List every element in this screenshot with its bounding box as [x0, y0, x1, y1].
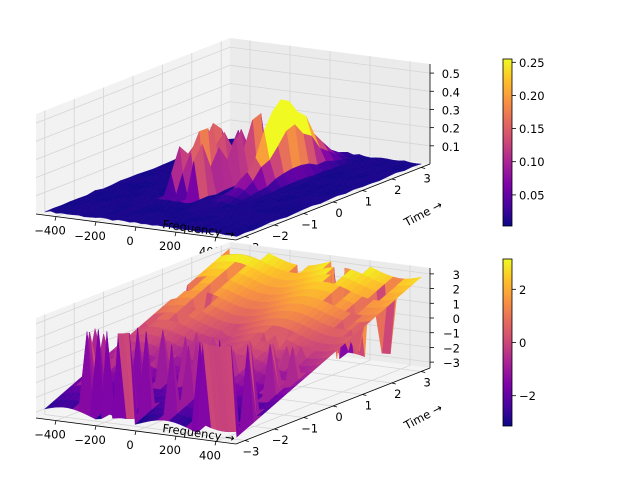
z-tick-label: 0.1: [442, 140, 460, 154]
angle-colorbar: −2 0 2: [502, 258, 536, 427]
z-tick-label: 0.5: [442, 67, 460, 81]
z-tick-label: 0.4: [442, 85, 460, 99]
time-tick-label: −2: [272, 433, 289, 447]
frequency-tick-mark: [94, 425, 97, 430]
time-tick-mark: [362, 190, 367, 192]
magnitude-colorbar-ticks: 0.05 0.10 0.15 0.20 0.25: [512, 56, 545, 202]
time-tick-mark: [303, 213, 308, 215]
grid-line: [215, 265, 411, 442]
time-tick-label: 0: [335, 206, 342, 220]
frequency-tick-mark: [54, 216, 57, 221]
grid-line: [35, 101, 431, 178]
frequency-tick-mark: [174, 232, 177, 237]
angle-frequency-ticks: −400 −200 0 200 400: [34, 420, 221, 462]
frequency-tick-label: −400: [34, 428, 66, 442]
colorbar-tick-label: −2: [519, 389, 536, 403]
frequency-tick-mark: [174, 436, 177, 441]
grid-line: [35, 46, 431, 124]
frequency-tick-label: −200: [74, 229, 106, 243]
time-tick-label: −3: [242, 445, 259, 459]
time-tick-mark: [421, 167, 426, 169]
time-tick-mark: [244, 236, 249, 238]
time-tick-label: 3: [424, 172, 431, 186]
z-tick-label: −1: [443, 327, 460, 341]
time-tick-label: 2: [394, 183, 401, 197]
magnitude-z-ticks: 0.1 0.2 0.3 0.4 0.5: [430, 67, 460, 154]
angle-colorbar-ticks: −2 0 2: [512, 283, 536, 403]
frequency-tick-mark: [214, 237, 217, 242]
colorbar-tick-label: 0.20: [519, 89, 545, 103]
angle-time-ticks: −3 −2 −1 0 1 2 3: [242, 371, 431, 459]
time-tick-mark: [362, 394, 367, 396]
time-tick-label: 2: [394, 387, 401, 401]
time-tick-label: 1: [365, 399, 372, 413]
frequency-tick-mark: [134, 430, 137, 436]
time-tick-label: −1: [301, 422, 318, 436]
magnitude-colorbar-gradient: [502, 58, 513, 227]
z-tick-label: 3: [453, 268, 460, 282]
magnitude-colorbar: 0.05 0.10 0.15 0.20 0.25: [502, 56, 545, 227]
frequency-tick-mark: [134, 226, 137, 232]
colorbar-tick-label: 0.05: [519, 188, 545, 202]
time-tick-mark: [421, 371, 426, 373]
surface-facet: [230, 231, 246, 237]
time-tick-mark: [332, 405, 338, 408]
time-tick-mark: [391, 382, 396, 385]
z-tick-label: −3: [443, 356, 460, 370]
z-tick-label: 2: [453, 283, 460, 297]
grid-line: [35, 64, 431, 142]
angle-ylabel: Time →: [401, 400, 445, 432]
frequency-tick-label: 200: [159, 443, 181, 457]
time-tick-label: 1: [365, 195, 372, 209]
frequency-tick-label: 0: [126, 438, 133, 452]
grid-line: [35, 247, 431, 325]
magnitude-ylabel: Time →: [401, 197, 445, 229]
time-tick-label: 0: [335, 410, 342, 424]
angle-colorbar-gradient: [502, 258, 513, 427]
time-tick-mark: [274, 428, 279, 431]
magnitude-surface: [44, 99, 422, 237]
frequency-tick-mark: [54, 420, 57, 425]
time-tick-mark: [332, 201, 338, 204]
grid-line: [35, 83, 431, 160]
frequency-tick-label: 200: [159, 239, 181, 253]
frequency-tick-mark: [94, 221, 97, 226]
grid-line: [44, 314, 245, 441]
time-tick-mark: [303, 417, 308, 419]
time-tick-mark: [274, 224, 279, 227]
z-tick-label: 0.3: [442, 104, 460, 118]
colorbar-tick-label: 0.15: [519, 122, 545, 136]
z-tick-label: 0: [453, 312, 460, 326]
time-tick-label: 3: [424, 376, 431, 390]
time-tick-mark: [391, 178, 396, 181]
colorbar-tick-label: 0.10: [519, 155, 545, 169]
angle-surface: [44, 248, 422, 438]
z-tick-label: 1: [453, 297, 460, 311]
time-tick-mark: [244, 440, 249, 442]
frequency-tick-label: −200: [74, 433, 106, 447]
frequency-tick-label: 0: [126, 234, 133, 248]
colorbar-tick-label: 2: [519, 283, 526, 297]
surface-facet: [230, 345, 246, 438]
z-tick-label: 0.2: [442, 122, 460, 136]
colorbar-tick-label: 0: [519, 336, 526, 350]
z-tick-label: −2: [443, 341, 460, 355]
frequency-tick-label: −400: [34, 224, 66, 238]
frequency-tick-label: 400: [199, 448, 221, 462]
frequency-tick-mark: [214, 441, 217, 446]
time-tick-label: −1: [301, 218, 318, 232]
grid-line: [35, 119, 431, 197]
time-tick-label: −2: [272, 229, 289, 243]
colorbar-tick-label: 0.25: [519, 56, 545, 70]
